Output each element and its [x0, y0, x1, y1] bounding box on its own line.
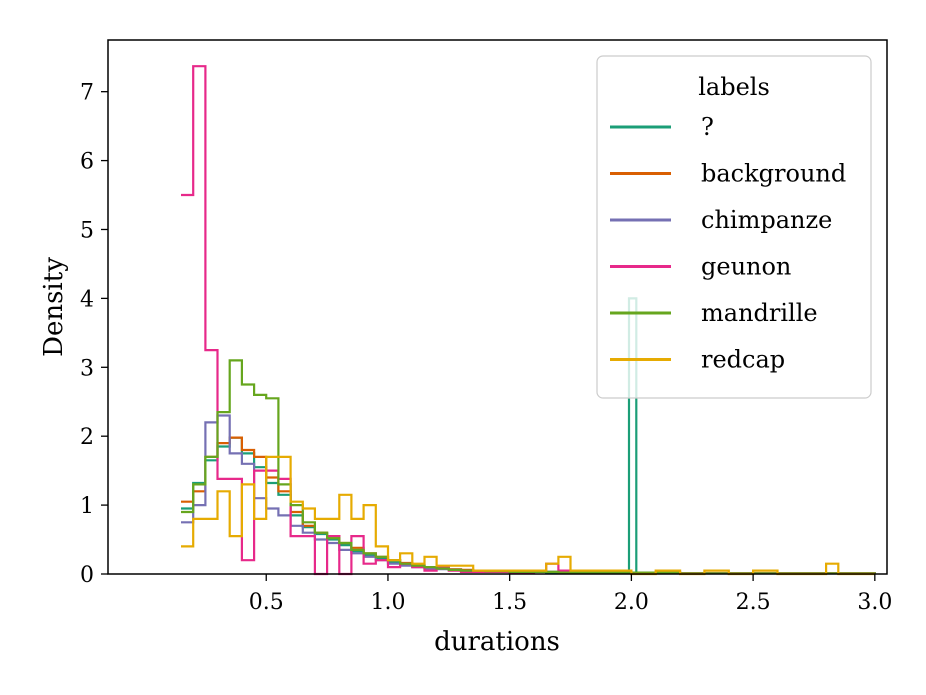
legend-label: geunon	[701, 253, 791, 281]
y-tick-label: 5	[80, 218, 94, 243]
y-tick-label: 7	[80, 81, 94, 106]
legend-label: redcap	[701, 346, 785, 374]
plot-frame	[107, 39, 888, 575]
y-tick-label: 0	[80, 563, 94, 588]
legend-label: chimpanze	[701, 206, 832, 234]
x-tick-label: 1.0	[370, 590, 405, 615]
series-line-5	[181, 359, 876, 575]
legend-label: ?	[701, 113, 714, 141]
x-tick-label: 3.0	[857, 590, 892, 615]
legend-entries: ? background chimpanze geunon mandrille redca…	[610, 113, 846, 374]
legend-title: labels	[698, 73, 770, 101]
x-axis-label: durations	[434, 627, 560, 657]
x-tick-label: 0.5	[249, 590, 284, 615]
y-axis-label: Density	[39, 257, 69, 357]
legend: labels ? background chimpanze geunon mandril…	[596, 55, 872, 399]
y-axis-ticks: 0 1 2 3 4 5 6 7	[80, 81, 108, 588]
y-tick-label: 6	[80, 150, 94, 175]
x-axis-ticks: 0.5 1.0 1.5 2.0 2.5 3.0	[249, 574, 892, 615]
x-tick-label: 2.0	[614, 590, 649, 615]
y-tick-label: 3	[80, 356, 94, 381]
x-tick-label: 1.5	[492, 590, 527, 615]
x-tick-label: 2.5	[736, 590, 771, 615]
legend-label: background	[701, 160, 846, 188]
y-tick-label: 2	[80, 425, 94, 450]
y-tick-label: 4	[80, 287, 94, 312]
legend-label: mandrille	[701, 299, 818, 327]
y-tick-label: 1	[80, 494, 94, 519]
